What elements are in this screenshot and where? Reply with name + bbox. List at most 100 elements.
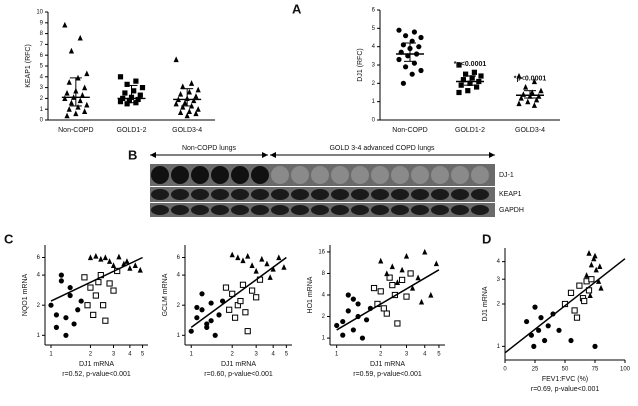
point xyxy=(384,270,390,277)
y-axis-label: KEAP1 (RFC) xyxy=(25,44,32,88)
point xyxy=(68,99,75,106)
y-tick-label: 6 xyxy=(372,8,376,14)
point xyxy=(409,71,415,77)
point xyxy=(456,62,462,68)
blot-band xyxy=(311,205,329,215)
blot-band xyxy=(251,205,269,215)
y-tick-label: 1 xyxy=(372,99,376,105)
x-tick-label: 5 xyxy=(141,352,145,358)
point xyxy=(524,318,530,325)
point xyxy=(180,103,186,110)
point xyxy=(240,257,246,264)
blot-band xyxy=(291,166,309,184)
point xyxy=(400,80,406,86)
point xyxy=(100,302,107,309)
point xyxy=(403,64,409,70)
blot-band xyxy=(451,205,469,215)
point xyxy=(195,86,201,93)
point xyxy=(389,282,396,289)
point xyxy=(194,304,200,311)
point xyxy=(264,260,270,267)
point xyxy=(573,314,581,321)
point xyxy=(529,89,535,96)
point xyxy=(248,287,256,294)
point xyxy=(126,97,132,104)
point xyxy=(106,280,113,287)
point xyxy=(399,266,405,273)
blot-band xyxy=(171,205,189,215)
point xyxy=(124,258,130,264)
y-tick-label: 1 xyxy=(40,107,44,113)
blot-band xyxy=(331,166,349,184)
point xyxy=(592,252,598,259)
blot-band xyxy=(191,166,209,184)
y-tick-label: 16 xyxy=(318,250,325,256)
y-tick-label: 4 xyxy=(372,44,376,50)
point xyxy=(407,270,414,277)
x-tick-label: 4 xyxy=(423,352,427,358)
y-tick-label: 5 xyxy=(40,64,44,70)
y-axis-label: GCLM mRNA xyxy=(162,273,169,316)
x-axis-label: FEV1:FVC (%) xyxy=(542,376,588,383)
blot-band xyxy=(231,189,249,200)
point xyxy=(534,96,540,103)
y-tick-label: 2 xyxy=(497,302,501,308)
point xyxy=(409,284,416,291)
blot-band xyxy=(271,189,289,200)
point xyxy=(516,72,522,79)
panel-label: D xyxy=(482,231,491,246)
x-axis-label: DJ1 mRNA xyxy=(370,361,405,368)
point xyxy=(67,284,73,291)
y-tick-label: 1 xyxy=(177,333,181,339)
point xyxy=(117,74,124,80)
x-tick-label: 3 xyxy=(405,352,409,358)
point xyxy=(363,317,370,323)
blot-band xyxy=(291,205,309,215)
point xyxy=(370,284,378,292)
y-tick-label: 1 xyxy=(497,344,501,350)
x-tick-label: 4 xyxy=(128,352,132,358)
x-tick-label: Non-COPD xyxy=(392,127,427,134)
blot-band xyxy=(251,189,269,200)
point xyxy=(106,258,113,264)
x-tick-label: 2 xyxy=(379,352,383,358)
y-tick-label: 9 xyxy=(40,20,44,26)
point xyxy=(62,95,68,101)
panel-label: C xyxy=(4,231,14,246)
blot-band xyxy=(411,189,429,200)
point xyxy=(135,96,141,103)
blot-band xyxy=(231,205,249,215)
point xyxy=(244,328,251,335)
blot-row-label: GAPDH xyxy=(499,207,524,214)
point xyxy=(411,60,417,66)
y-tick-label: 0 xyxy=(40,118,44,124)
point xyxy=(416,44,422,50)
point xyxy=(380,305,387,312)
point xyxy=(226,306,233,313)
point xyxy=(75,103,81,110)
blot-band xyxy=(431,166,449,184)
point xyxy=(597,263,603,270)
point xyxy=(133,78,139,84)
point xyxy=(68,47,75,54)
blot-band xyxy=(271,205,289,215)
point xyxy=(525,98,531,105)
x-axis-label: DJ1 mRNA xyxy=(79,361,114,368)
point xyxy=(110,262,117,269)
x-tick-label: GOLD1-2 xyxy=(455,127,485,134)
point xyxy=(245,252,251,259)
y-tick-label: 4 xyxy=(497,259,501,265)
point xyxy=(182,99,188,106)
point xyxy=(124,81,130,87)
point xyxy=(63,332,69,338)
point xyxy=(355,301,361,307)
y-tick-label: 6 xyxy=(37,255,41,261)
point xyxy=(193,110,199,117)
point xyxy=(516,100,522,107)
x-tick-label: GOLD1-2 xyxy=(117,127,147,134)
blot-band xyxy=(191,205,209,215)
point xyxy=(84,302,91,309)
y-tick-label: 10 xyxy=(36,10,43,16)
blot-band xyxy=(271,166,289,184)
point xyxy=(64,89,70,96)
